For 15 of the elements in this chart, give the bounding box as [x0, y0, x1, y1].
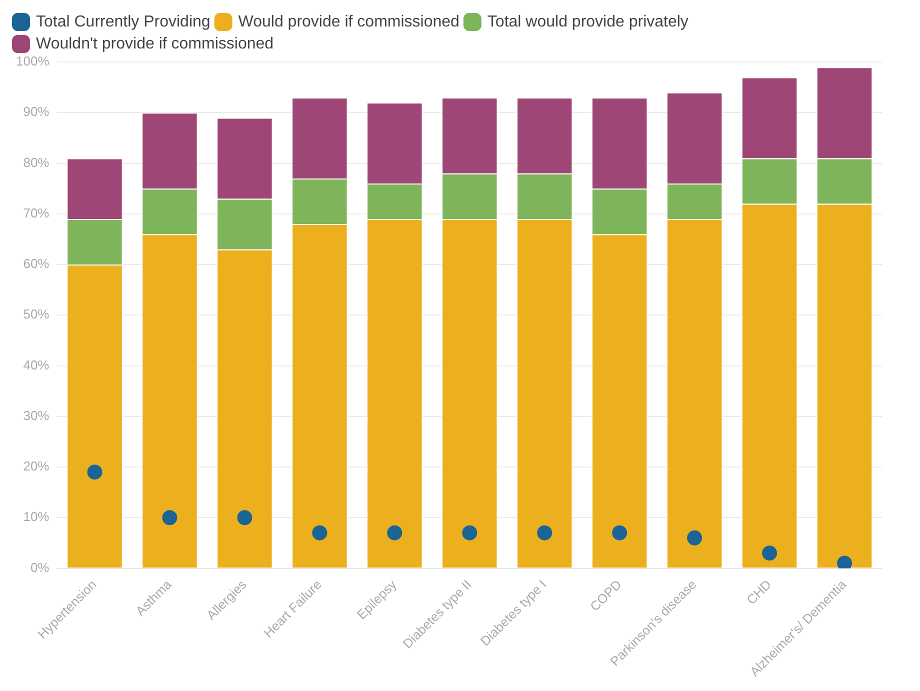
- y-tick-label: 20%: [23, 458, 50, 474]
- y-tick-label: 80%: [23, 154, 50, 170]
- y-tick-label: 40%: [23, 357, 50, 372]
- y-tick-label: 60%: [23, 256, 50, 272]
- legend-label: Total Currently Providing: [36, 13, 210, 30]
- y-tick-label: 90%: [23, 104, 50, 120]
- y-tick-label: 70%: [23, 205, 50, 220]
- y-tick-label: 50%: [23, 306, 50, 322]
- y-tick-label: 10%: [23, 509, 50, 524]
- y-tick-label: 0%: [30, 560, 50, 575]
- legend-label: Total would provide privately: [487, 13, 688, 30]
- legend-label: Would provide if commissioned: [238, 13, 460, 30]
- y-tick-label: 30%: [23, 408, 50, 423]
- y-tick-label: 100%: [16, 54, 50, 69]
- legend-label: Wouldn't provide if commissioned: [36, 35, 274, 52]
